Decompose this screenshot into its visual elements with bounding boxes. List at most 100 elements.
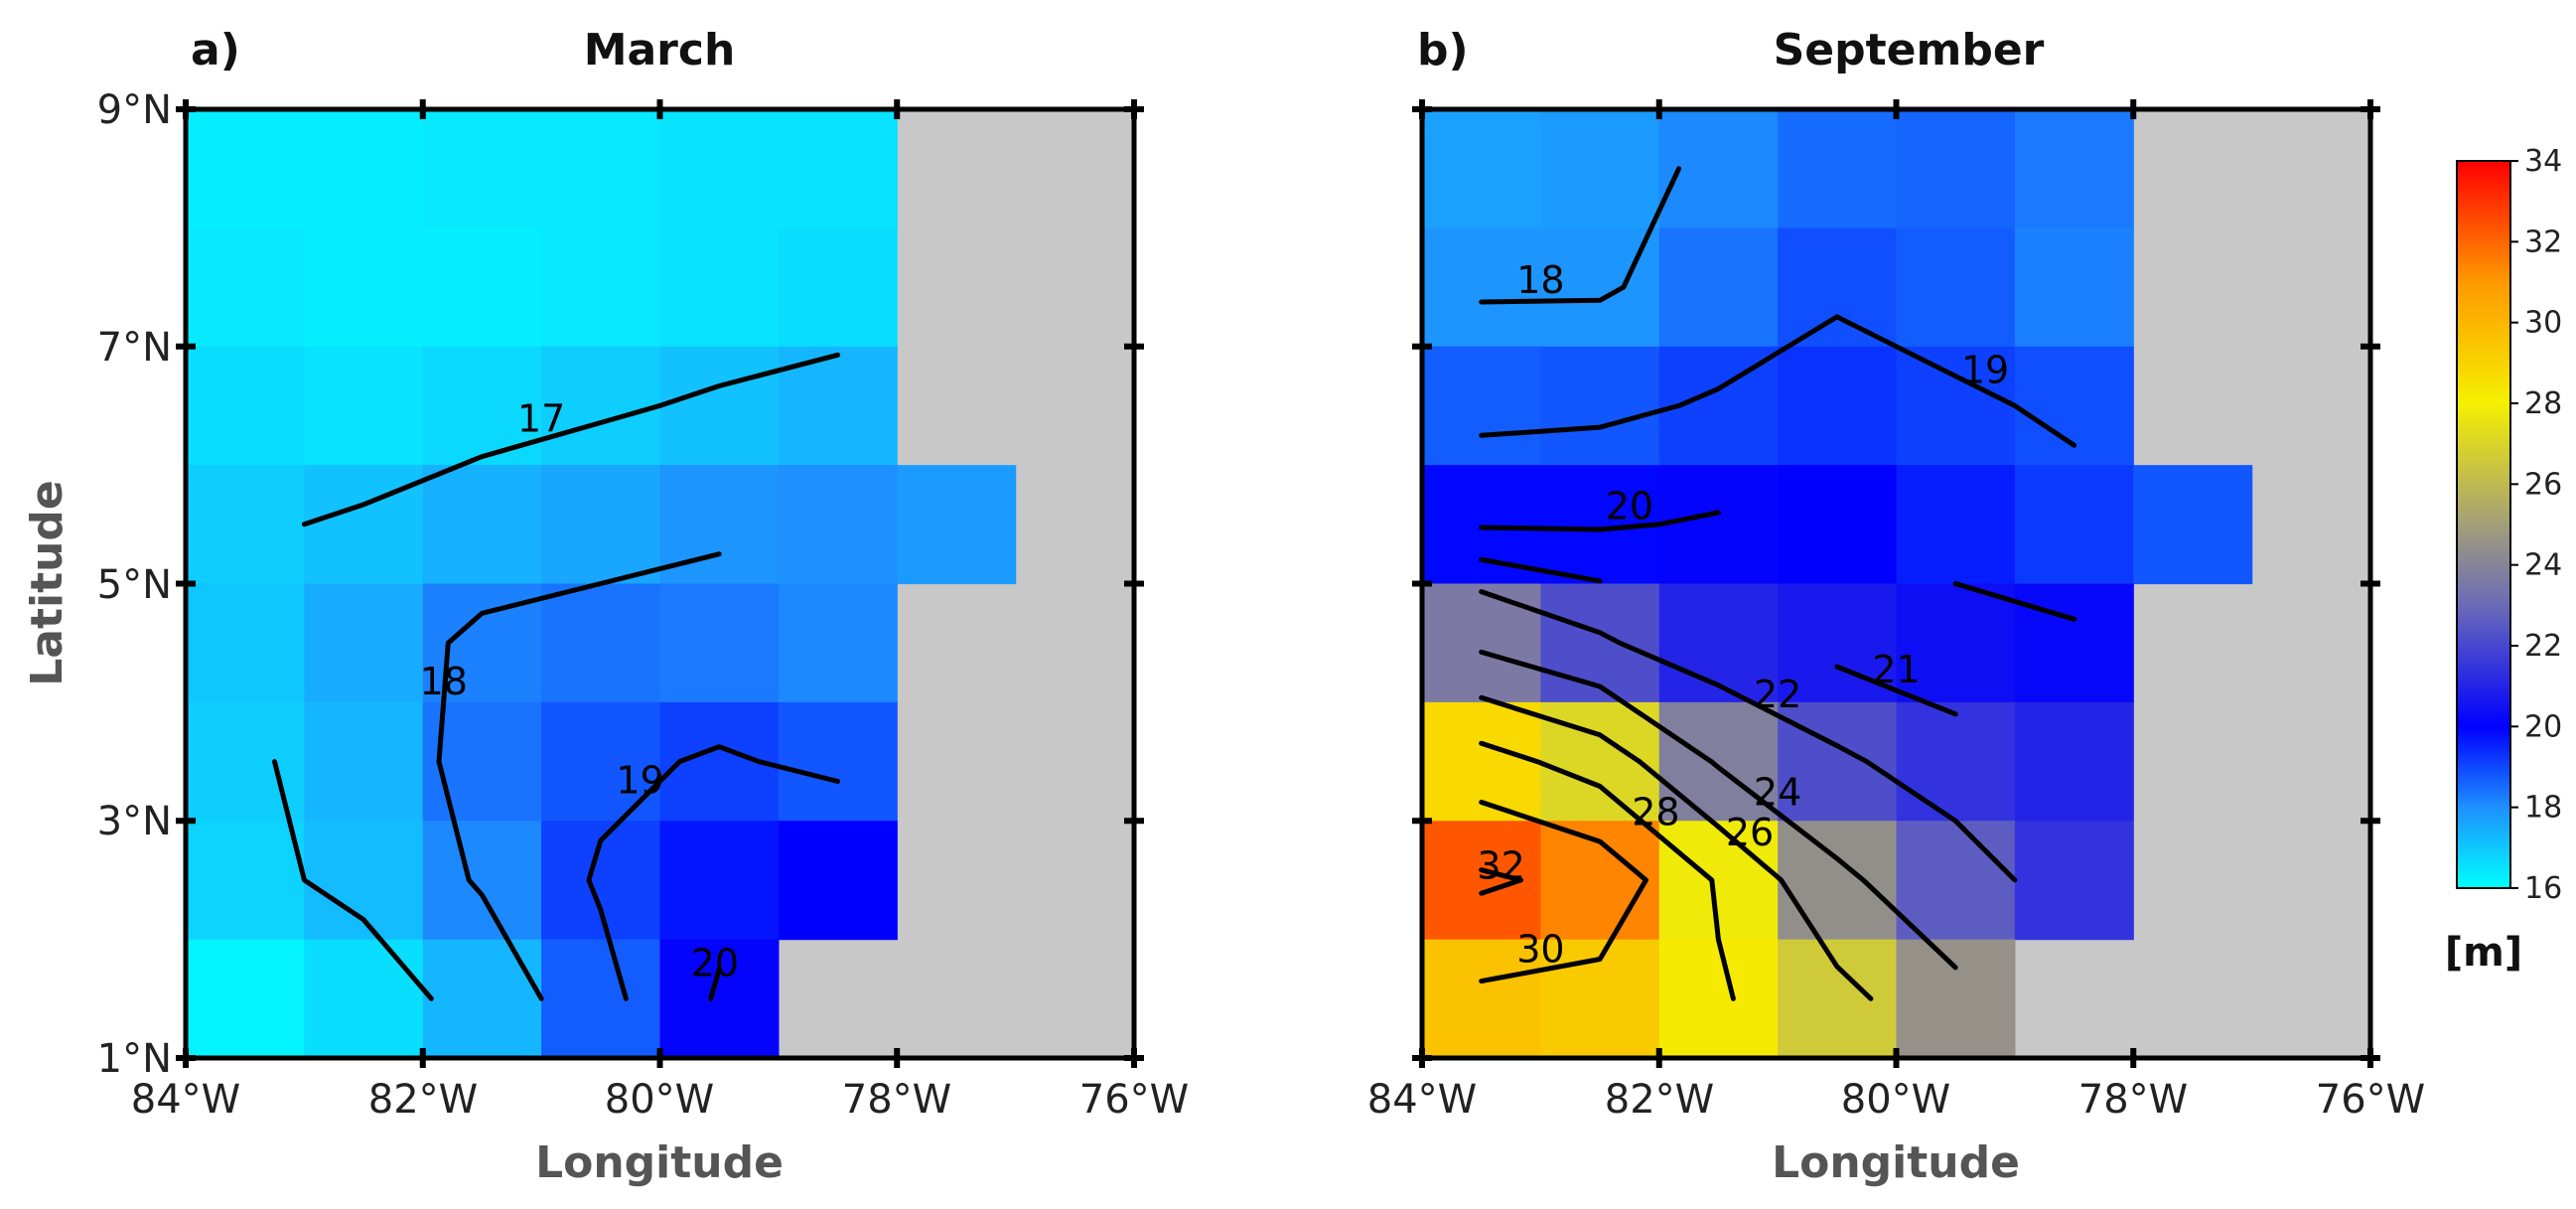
- x-tick-label: 82°W: [1605, 1077, 1714, 1123]
- panel-a-title: March: [584, 25, 736, 76]
- heatmap-cell: [778, 821, 898, 941]
- heatmap-cell: [186, 939, 305, 1058]
- heatmap-cell: [778, 701, 898, 822]
- panel-b-field: [1422, 109, 2253, 1058]
- heatmap-cell: [1896, 821, 2016, 941]
- heatmap-cell: [778, 227, 898, 348]
- x-tick-label: 84°W: [131, 1077, 240, 1123]
- contour-label: 17: [517, 397, 565, 441]
- contour-label: 19: [1961, 349, 2009, 392]
- contour-label: 30: [1516, 928, 1564, 972]
- heatmap-cell: [186, 346, 305, 466]
- heatmap-cell: [541, 346, 661, 466]
- heatmap-cell: [659, 346, 780, 466]
- contour-label: 26: [1726, 811, 1774, 854]
- heatmap-cell: [186, 465, 305, 585]
- heatmap-cell: [1896, 465, 2016, 585]
- heatmap-cell: [1422, 109, 1541, 228]
- y-tick-label: 9°N: [97, 87, 172, 133]
- heatmap-cell: [541, 465, 661, 585]
- heatmap-cell: [304, 583, 424, 703]
- colorbar: 16 18 20 22 24 26 28 30 32 34 [m]: [2445, 144, 2562, 976]
- panel-a-ticks: [176, 99, 1144, 1068]
- contour-line: [708, 967, 722, 1001]
- contour-label: 24: [1754, 770, 1801, 814]
- heatmap-cell: [304, 701, 424, 822]
- contour-line: [586, 744, 841, 1001]
- contour-line: [1479, 800, 1648, 984]
- contour-line: [1479, 166, 1682, 305]
- heatmap-cell: [2133, 465, 2253, 585]
- heatmap-cell: [422, 227, 542, 348]
- heatmap-cell: [1896, 939, 2016, 1058]
- contour-label: 20: [691, 941, 739, 984]
- heatmap-cell: [1540, 583, 1660, 703]
- x-tick-label: 80°W: [1841, 1077, 1950, 1123]
- colorbar-tick-label: 20: [2524, 709, 2562, 744]
- panel-a-field: [186, 109, 1017, 1058]
- heatmap-cell: [422, 939, 542, 1058]
- x-tick-label: 82°W: [368, 1077, 478, 1123]
- contour-line: [1479, 510, 2077, 622]
- contour-line: [272, 352, 841, 1001]
- heatmap-cell: [1778, 227, 1898, 348]
- colorbar-tick-label: 22: [2524, 629, 2562, 664]
- colorbar-tick-label: 24: [2524, 548, 2562, 583]
- heatmap-cell: [1778, 701, 1898, 822]
- heatmap-cell: [304, 109, 424, 228]
- heatmap-cell: [1540, 346, 1660, 466]
- contour-line: [436, 551, 722, 1001]
- x-tick-label: 76°W: [1079, 1077, 1189, 1123]
- heatmap-cell: [1896, 227, 2016, 348]
- heatmap-cell: [659, 109, 780, 228]
- heatmap-cell: [1896, 583, 2016, 703]
- heatmap-cell: [186, 227, 305, 348]
- y-tick-label: 1°N: [97, 1036, 172, 1082]
- heatmap-cell: [541, 583, 661, 703]
- heatmap-cell: [1658, 227, 1779, 348]
- heatmap-cell: [2014, 227, 2134, 348]
- colorbar-tick-label: 32: [2524, 225, 2562, 259]
- heatmap-cell: [186, 821, 305, 941]
- contour-label: 19: [616, 758, 663, 802]
- heatmap-cell: [778, 583, 898, 703]
- heatmap-cell: [422, 109, 542, 228]
- contour-line: [1479, 867, 1523, 896]
- heatmap-cell: [541, 109, 661, 228]
- heatmap-cell: [1778, 821, 1898, 941]
- panel-b-title: September: [1774, 25, 2045, 76]
- heatmap-cell: [1778, 346, 1898, 466]
- heatmap-cell: [1658, 701, 1779, 822]
- heatmap-cell: [1658, 465, 1779, 585]
- heatmap-cell: [1778, 465, 1898, 585]
- heatmap-cell: [541, 227, 661, 348]
- heatmap-cell: [659, 939, 780, 1058]
- heatmap-cell: [1658, 939, 1779, 1058]
- colorbar-tick-label: 30: [2524, 306, 2562, 341]
- contour-label: 22: [1754, 673, 1801, 716]
- heatmap-cell: [1422, 583, 1541, 703]
- heatmap-cell: [304, 465, 424, 585]
- heatmap-cell: [2014, 821, 2134, 941]
- heatmap-cell: [541, 939, 661, 1058]
- heatmap-cell: [1540, 821, 1660, 941]
- contour-line: [1479, 314, 2077, 448]
- contour-line: [1479, 694, 1874, 1001]
- contour-label: 21: [1872, 648, 1920, 691]
- colorbar-tick-label: 18: [2524, 791, 2562, 826]
- heatmap-cell: [778, 465, 898, 585]
- heatmap-cell: [659, 821, 780, 941]
- heatmap-cell: [1896, 346, 2016, 466]
- y-tick-label: 5°N: [97, 562, 172, 608]
- heatmap-cell: [1540, 109, 1660, 228]
- contour-line: [1479, 649, 1958, 971]
- colorbar-tick-label: 34: [2524, 144, 2562, 179]
- colorbar-gradient: [2456, 160, 2511, 889]
- heatmap-cell: [659, 583, 780, 703]
- colorbar-tick-label: 28: [2524, 386, 2562, 421]
- heatmap-cell: [1778, 109, 1898, 228]
- contour-line: [1479, 589, 2018, 883]
- heatmap-cell: [1896, 109, 2016, 228]
